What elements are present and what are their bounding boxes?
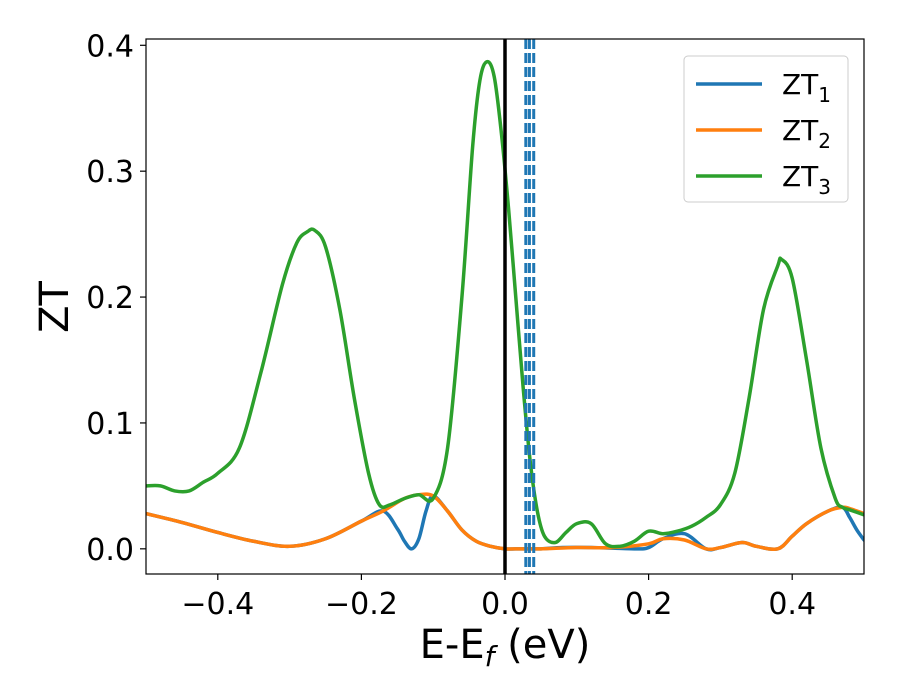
y-tick-label: 0.1 — [86, 407, 134, 442]
y-axis-label: ZT — [32, 281, 78, 333]
y-tick-label: 0.4 — [86, 29, 134, 64]
x-tick-label: 0.4 — [768, 587, 816, 622]
y-tick-label: 0.3 — [86, 155, 134, 190]
x-tick-label: −0.4 — [181, 587, 254, 622]
y-axis-ticks: 0.0 0.1 0.2 0.3 0.4 — [86, 29, 146, 568]
x-tick-label: 0.0 — [481, 587, 529, 622]
reference-lines — [505, 39, 534, 574]
x-axis-ticks: −0.4 −0.2 0.0 0.2 0.4 — [181, 574, 816, 622]
x-axis-label: E-Ef (eV) — [420, 622, 591, 673]
x-tick-label: 0.2 — [625, 587, 673, 622]
x-tick-label: −0.2 — [325, 587, 398, 622]
y-tick-label: 0.2 — [86, 281, 134, 316]
y-tick-label: 0.0 — [86, 533, 134, 568]
